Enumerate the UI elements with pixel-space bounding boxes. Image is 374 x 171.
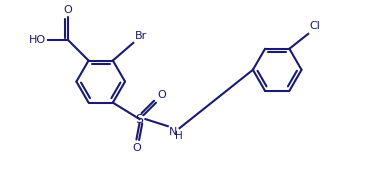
Text: Cl: Cl <box>309 22 320 31</box>
Text: HO: HO <box>29 35 46 45</box>
Text: H: H <box>175 131 183 141</box>
Text: O: O <box>132 143 141 153</box>
Text: N: N <box>169 127 177 137</box>
Text: O: O <box>64 5 73 15</box>
Text: Br: Br <box>134 30 147 41</box>
Text: O: O <box>157 90 166 100</box>
Text: S: S <box>135 113 144 126</box>
